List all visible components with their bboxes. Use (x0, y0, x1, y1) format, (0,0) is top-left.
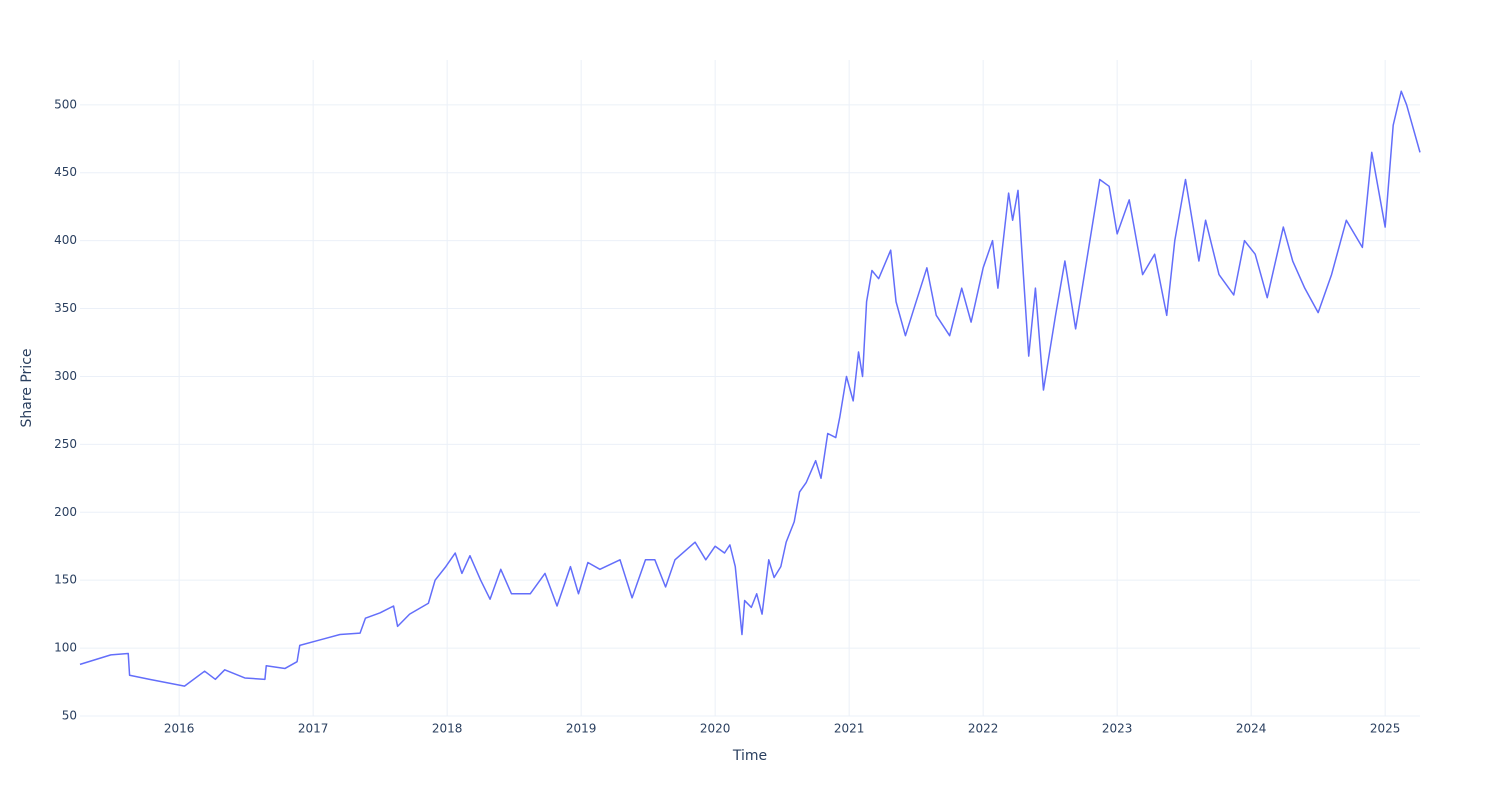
x-tick-label: 2020 (700, 722, 731, 736)
x-tick-label: 2021 (834, 722, 865, 736)
y-tick-label: 500 (54, 97, 77, 111)
y-tick-label: 450 (54, 165, 77, 179)
y-tick-label: 50 (62, 709, 77, 723)
y-tick-label: 350 (54, 301, 77, 315)
x-tick-label: 2024 (1236, 722, 1267, 736)
x-tick-label: 2016 (164, 722, 195, 736)
x-tick-label: 2023 (1102, 722, 1133, 736)
y-axis-title: Share Price (19, 348, 35, 427)
y-tick-label: 300 (54, 369, 77, 383)
x-tick-label: 2018 (432, 722, 463, 736)
x-tick-label: 2017 (298, 722, 329, 736)
y-tick-label: 100 (54, 641, 77, 655)
price-line (79, 90, 1421, 687)
y-tick-label: 150 (54, 573, 77, 587)
y-tick-label: 200 (54, 505, 77, 519)
x-tick-label: 2025 (1370, 722, 1401, 736)
x-axis-title: Time (732, 748, 767, 764)
x-tick-label: 2019 (566, 722, 597, 736)
y-tick-label: 250 (54, 437, 77, 451)
y-tick-label: 400 (54, 233, 77, 247)
x-tick-label: 2022 (968, 722, 999, 736)
